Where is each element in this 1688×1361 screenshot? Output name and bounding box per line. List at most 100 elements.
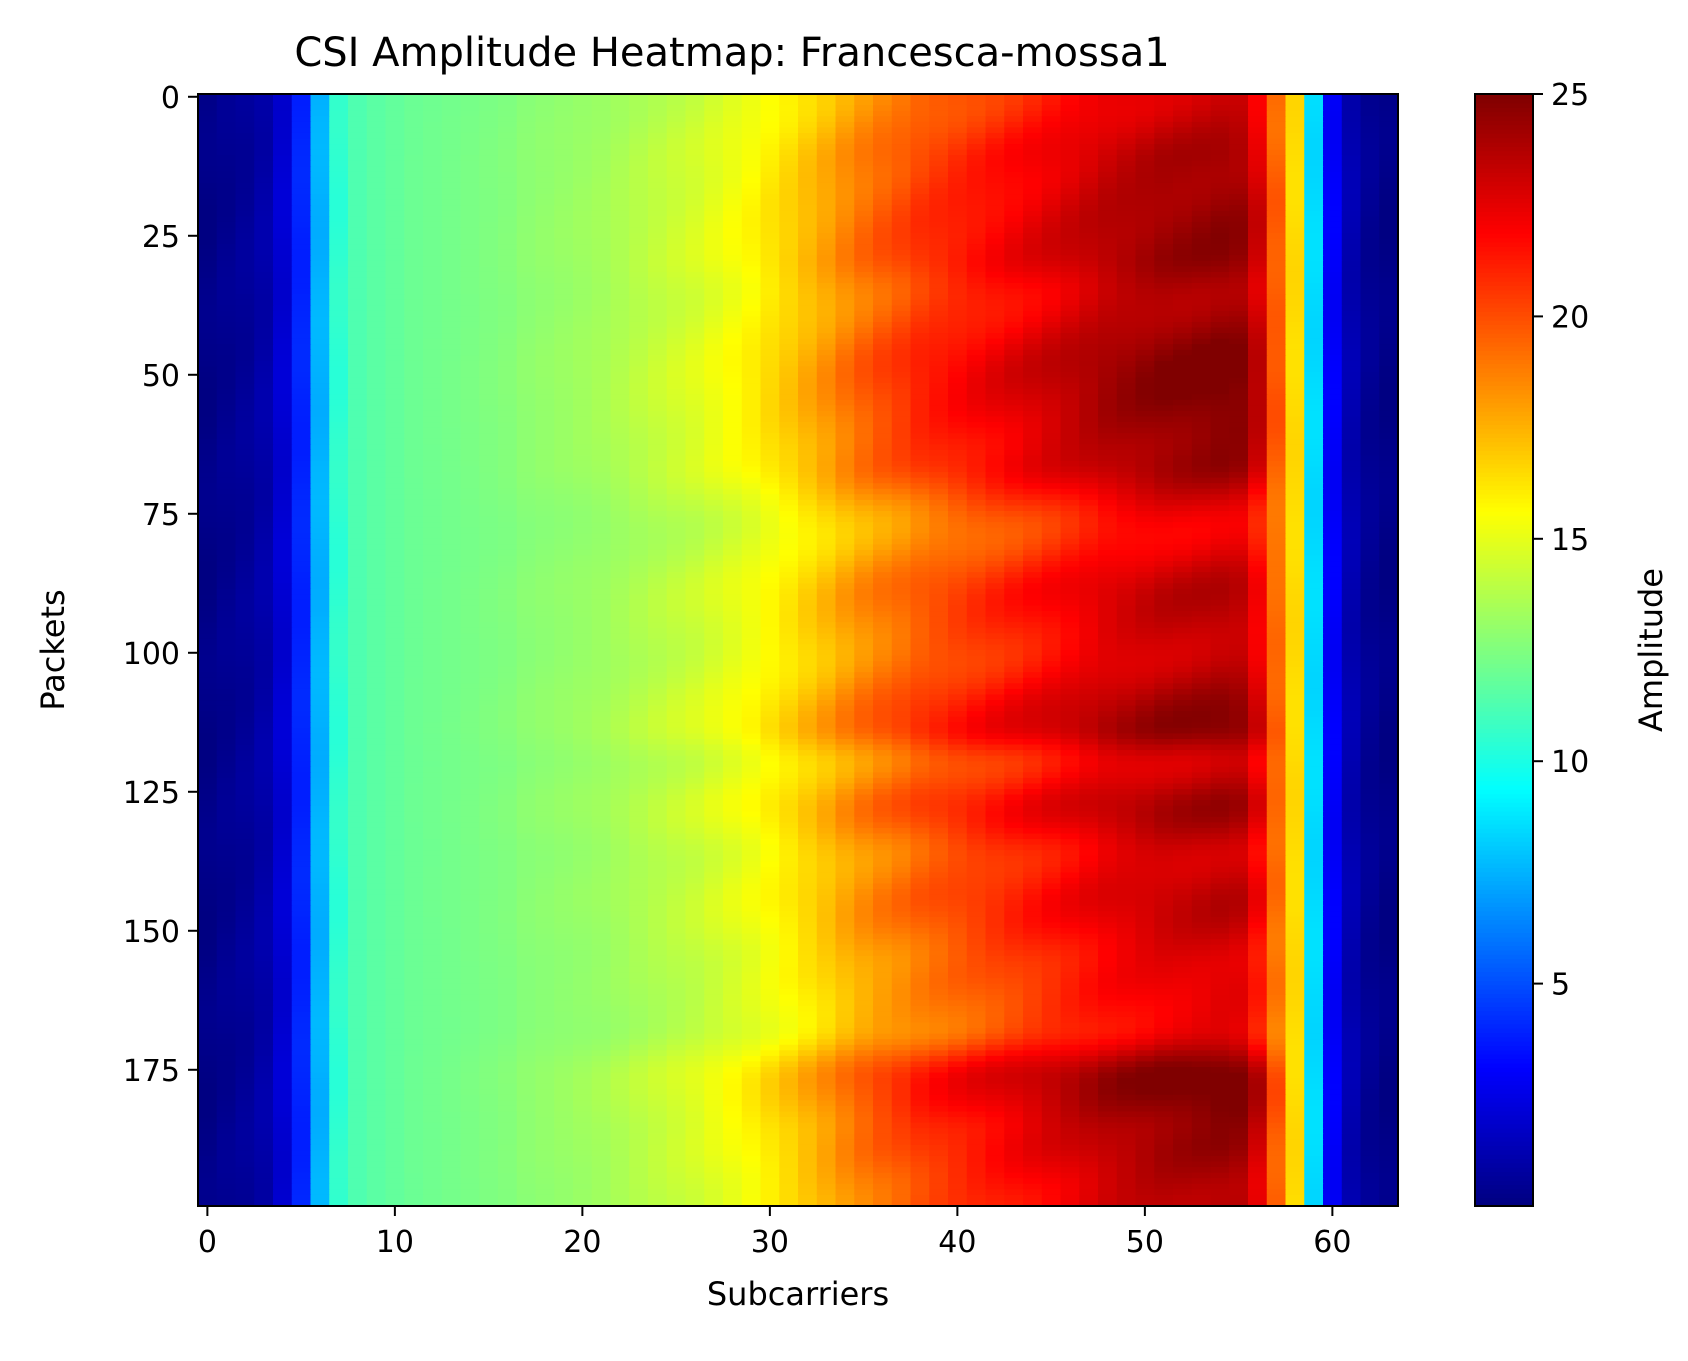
heatmap-cell [1341,366,1362,373]
heatmap-cell [1191,294,1212,301]
heatmap-cell [1098,494,1118,501]
heatmap-cell [966,110,987,117]
heatmap-cell [1304,244,1324,251]
heatmap-cell [554,488,574,495]
heatmap-cell [1266,121,1287,128]
heatmap-cell [816,155,837,162]
heatmap-cell [1004,522,1024,529]
heatmap-cell [1304,388,1324,395]
heatmap-cell [1323,321,1343,329]
heatmap-cell [329,455,349,462]
heatmap-cell [1173,294,1193,301]
heatmap-cell [854,277,874,284]
heatmap-cell [741,410,762,418]
heatmap-cell [591,383,612,390]
heatmap-cell [1191,127,1212,134]
heatmap-cell [948,310,968,317]
heatmap-cell [835,383,855,390]
heatmap-cell [779,505,799,512]
heatmap-cell [704,405,724,412]
heatmap-cell [460,132,480,140]
heatmap-cell [929,194,949,201]
heatmap-cell [760,505,780,512]
heatmap-cell [1079,121,1099,128]
heatmap-cell [1004,388,1024,395]
heatmap-cell [835,522,855,529]
heatmap-cell [1285,422,1305,429]
heatmap-cell [554,377,574,384]
heatmap-cell [291,288,312,295]
heatmap-cell [704,321,724,329]
heatmap-cell [1079,105,1099,112]
heatmap-cell [798,422,818,429]
heatmap-cell [366,210,387,217]
heatmap-cell [273,494,293,501]
heatmap-cell [910,349,930,356]
heatmap-cell [1191,505,1212,512]
heatmap-cell [254,394,274,401]
heatmap-cell [1041,466,1062,473]
heatmap-cell [404,355,424,362]
heatmap-cell [366,327,387,334]
heatmap-cell [423,321,443,329]
heatmap-cell [873,205,893,212]
heatmap-cell [479,216,499,223]
heatmap-cell [1004,121,1024,128]
heatmap-cell [1060,399,1080,406]
heatmap-cell [366,438,387,445]
heatmap-cell [291,188,312,195]
heatmap-cell [610,383,630,390]
heatmap-cell [723,182,743,190]
heatmap-cell [835,488,855,495]
heatmap-cell [1191,472,1212,479]
heatmap-cell [1116,305,1137,312]
heatmap-cell [366,177,387,184]
heatmap-cell [1173,144,1193,151]
heatmap-cell [1173,416,1193,423]
heatmap-cell [216,216,237,223]
heatmap-cell [704,171,724,178]
heatmap-cell [1154,505,1174,512]
heatmap-cell [648,138,668,145]
heatmap-cell [835,138,855,145]
heatmap-cell [591,466,612,473]
heatmap-cell [1210,188,1230,195]
heatmap-cell [591,422,612,429]
heatmap-cell [723,221,743,229]
heatmap-cell [310,127,330,134]
heatmap-cell [1023,316,1043,323]
heatmap-cell [1304,333,1324,340]
heatmap-cell [310,116,330,123]
heatmap-cell [441,355,462,362]
heatmap-cell [235,94,255,101]
heatmap-cell [1023,132,1043,140]
heatmap-cell [1116,188,1137,195]
heatmap-cell [1266,110,1287,117]
heatmap-cell [254,310,274,317]
heatmap-cell [854,410,874,418]
heatmap-cell [1135,205,1155,212]
heatmap-cell [216,283,237,290]
heatmap-cell [760,355,780,362]
heatmap-cell [704,199,724,206]
heatmap-cell [404,405,424,412]
heatmap-cell [985,244,1005,251]
heatmap-cell [929,327,949,334]
heatmap-cell [273,410,293,418]
heatmap-cell [1360,221,1380,229]
heatmap-cell [685,405,705,412]
heatmap-cell [1023,266,1043,273]
heatmap-cell [1210,149,1230,156]
heatmap-cell [385,438,405,445]
heatmap-cell [1210,144,1230,151]
heatmap-cell [1304,327,1324,334]
heatmap-cell [854,144,874,151]
heatmap-cell [1304,188,1324,195]
heatmap-cell [816,327,837,334]
heatmap-cell [1135,305,1155,312]
heatmap-cell [985,460,1005,468]
heatmap-cell [479,438,499,445]
heatmap-cell [1248,366,1268,373]
heatmap-cell [1116,255,1137,262]
heatmap-cell [1285,355,1305,362]
